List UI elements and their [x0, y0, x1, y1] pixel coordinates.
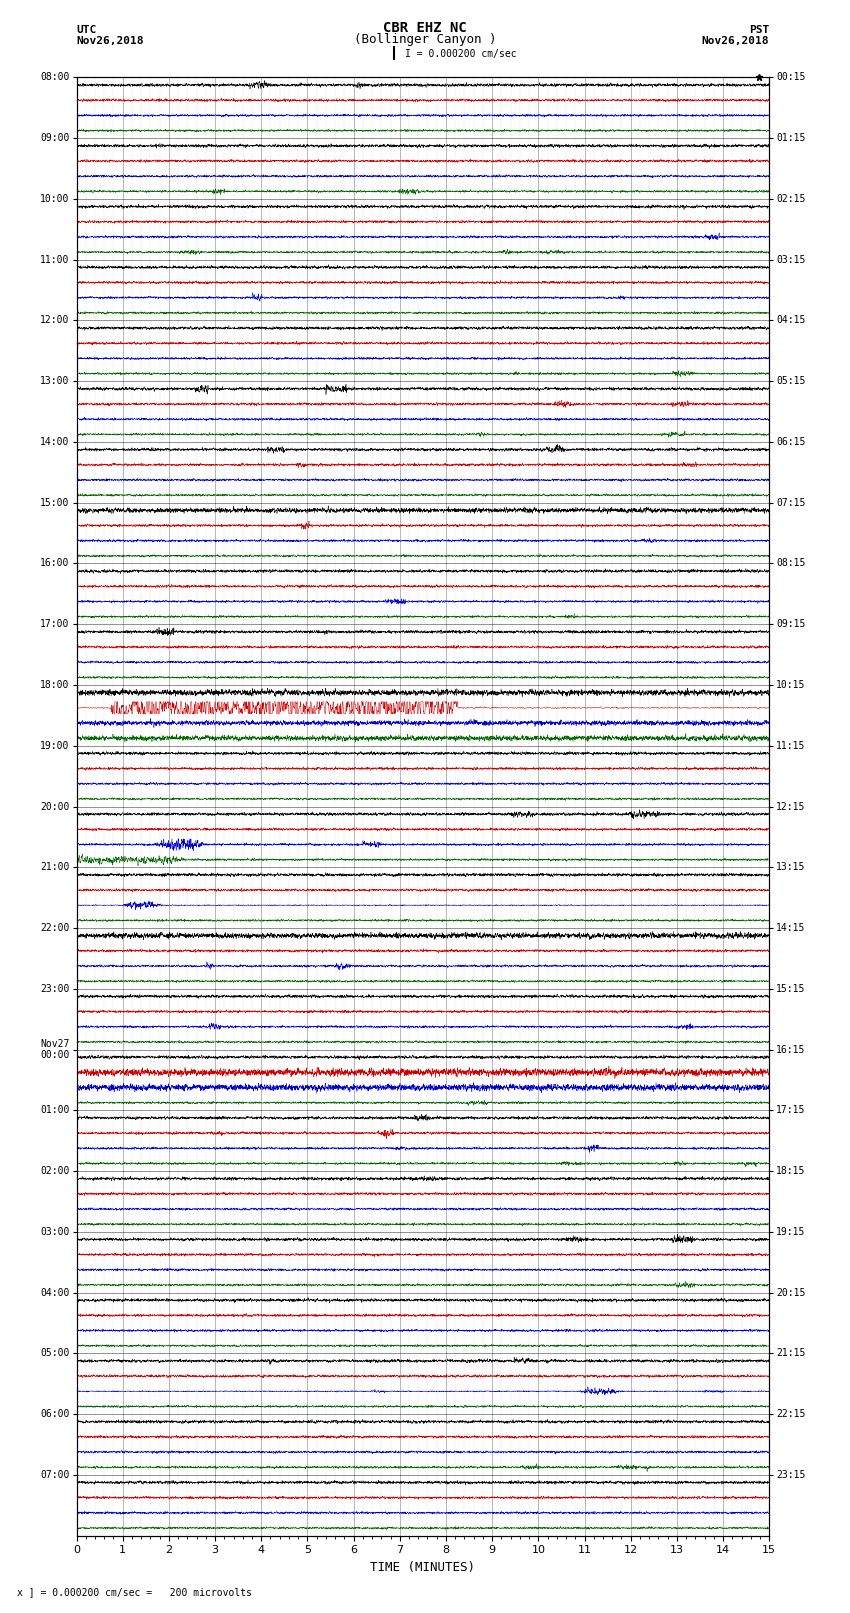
Text: x ] = 0.000200 cm/sec =   200 microvolts: x ] = 0.000200 cm/sec = 200 microvolts	[17, 1587, 252, 1597]
Text: Nov26,2018: Nov26,2018	[702, 35, 769, 45]
Text: I = 0.000200 cm/sec: I = 0.000200 cm/sec	[405, 48, 516, 60]
Text: CBR EHZ NC: CBR EHZ NC	[383, 21, 467, 35]
X-axis label: TIME (MINUTES): TIME (MINUTES)	[371, 1561, 475, 1574]
Text: PST: PST	[749, 24, 769, 35]
Text: UTC: UTC	[76, 24, 97, 35]
Text: (Bollinger Canyon ): (Bollinger Canyon )	[354, 32, 496, 45]
Text: Nov26,2018: Nov26,2018	[76, 35, 144, 45]
